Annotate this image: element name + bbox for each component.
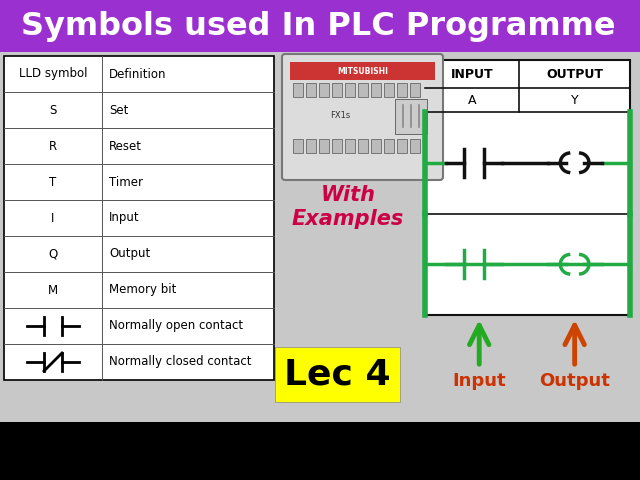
FancyBboxPatch shape: [371, 83, 381, 97]
Text: I: I: [51, 212, 54, 225]
FancyBboxPatch shape: [293, 83, 303, 97]
Text: S: S: [49, 104, 57, 117]
Text: INPUT: INPUT: [451, 68, 493, 81]
Text: Output: Output: [540, 372, 610, 390]
FancyBboxPatch shape: [384, 83, 394, 97]
FancyBboxPatch shape: [319, 139, 329, 153]
Text: With
Examples: With Examples: [292, 185, 404, 229]
FancyBboxPatch shape: [282, 54, 443, 180]
Text: Output: Output: [109, 248, 150, 261]
FancyBboxPatch shape: [290, 62, 435, 80]
Text: OUTPUT: OUTPUT: [546, 68, 603, 81]
Text: Input: Input: [109, 212, 140, 225]
Text: Input: Input: [452, 372, 506, 390]
Text: Memory bit: Memory bit: [109, 284, 177, 297]
FancyBboxPatch shape: [358, 139, 368, 153]
Text: R: R: [49, 140, 57, 153]
Text: Timer: Timer: [109, 176, 143, 189]
Text: Definition: Definition: [109, 68, 166, 81]
FancyBboxPatch shape: [332, 83, 342, 97]
FancyBboxPatch shape: [332, 139, 342, 153]
Text: Y: Y: [571, 94, 579, 107]
FancyBboxPatch shape: [395, 99, 427, 134]
FancyBboxPatch shape: [397, 139, 407, 153]
Text: T: T: [49, 176, 56, 189]
FancyBboxPatch shape: [345, 139, 355, 153]
Text: M: M: [48, 284, 58, 297]
FancyBboxPatch shape: [288, 60, 443, 180]
Text: Normally closed contact: Normally closed contact: [109, 356, 252, 369]
FancyBboxPatch shape: [410, 83, 420, 97]
Text: Reset: Reset: [109, 140, 142, 153]
Text: A: A: [468, 94, 476, 107]
Text: Lec 4: Lec 4: [284, 358, 391, 392]
FancyBboxPatch shape: [306, 139, 316, 153]
Text: Symbols used In PLC Programme: Symbols used In PLC Programme: [20, 11, 615, 41]
FancyBboxPatch shape: [0, 0, 640, 52]
FancyBboxPatch shape: [306, 83, 316, 97]
FancyBboxPatch shape: [384, 139, 394, 153]
FancyBboxPatch shape: [0, 52, 640, 422]
Text: MITSUBISHI: MITSUBISHI: [337, 67, 388, 75]
FancyBboxPatch shape: [293, 139, 303, 153]
Text: Q: Q: [49, 248, 58, 261]
Text: Set: Set: [109, 104, 129, 117]
FancyBboxPatch shape: [397, 83, 407, 97]
FancyBboxPatch shape: [371, 139, 381, 153]
FancyBboxPatch shape: [275, 347, 400, 402]
Text: FX1s: FX1s: [330, 110, 350, 120]
Text: LLD symbol: LLD symbol: [19, 68, 87, 81]
FancyBboxPatch shape: [425, 60, 630, 315]
FancyBboxPatch shape: [345, 83, 355, 97]
FancyBboxPatch shape: [4, 56, 274, 380]
Text: Normally open contact: Normally open contact: [109, 320, 243, 333]
FancyBboxPatch shape: [358, 83, 368, 97]
FancyBboxPatch shape: [319, 83, 329, 97]
FancyBboxPatch shape: [410, 139, 420, 153]
